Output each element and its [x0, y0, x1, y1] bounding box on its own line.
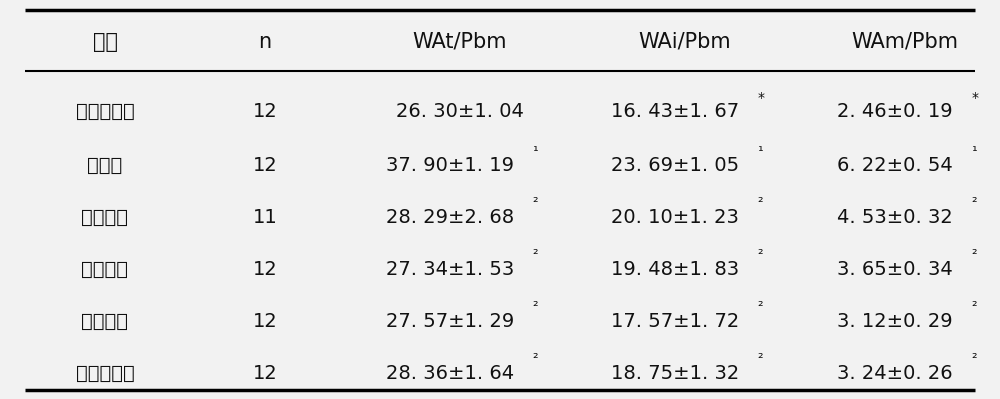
Text: *: * [757, 91, 764, 105]
Text: 地塞米松组: 地塞米松组 [76, 363, 134, 383]
Text: 3. 65±0. 34: 3. 65±0. 34 [837, 260, 953, 279]
Text: 28. 29±2. 68: 28. 29±2. 68 [386, 208, 514, 227]
Text: 27. 34±1. 53: 27. 34±1. 53 [386, 260, 514, 279]
Text: WAt/Pbm: WAt/Pbm [413, 32, 507, 52]
Text: ¹: ¹ [757, 144, 763, 159]
Text: 20. 10±1. 23: 20. 10±1. 23 [611, 208, 739, 227]
Text: 3. 24±0. 26: 3. 24±0. 26 [837, 363, 953, 383]
Text: 组别: 组别 [92, 32, 118, 52]
Text: ²: ² [757, 196, 763, 211]
Text: 6. 22±0. 54: 6. 22±0. 54 [837, 156, 953, 175]
Text: ²: ² [971, 352, 977, 366]
Text: 26. 30±1. 04: 26. 30±1. 04 [396, 102, 524, 121]
Text: ¹: ¹ [532, 144, 538, 159]
Text: 18. 75±1. 32: 18. 75±1. 32 [611, 363, 739, 383]
Text: *: * [971, 91, 978, 105]
Text: 中剂量组: 中剂量组 [82, 260, 128, 279]
Text: 16. 43±1. 67: 16. 43±1. 67 [611, 102, 739, 121]
Text: ²: ² [532, 352, 538, 366]
Text: WAm/Pbm: WAm/Pbm [852, 32, 958, 52]
Text: ²: ² [532, 248, 538, 263]
Text: 2. 46±0. 19: 2. 46±0. 19 [837, 102, 953, 121]
Text: 11: 11 [253, 208, 277, 227]
Text: 12: 12 [253, 260, 277, 279]
Text: ²: ² [757, 352, 763, 366]
Text: WAi/Pbm: WAi/Pbm [639, 32, 731, 52]
Text: ²: ² [757, 300, 763, 314]
Text: ²: ² [971, 196, 977, 211]
Text: 高剂量组: 高剂量组 [82, 312, 128, 331]
Text: 低剂量组: 低剂量组 [82, 208, 128, 227]
Text: 28. 36±1. 64: 28. 36±1. 64 [386, 363, 514, 383]
Text: ²: ² [757, 248, 763, 263]
Text: ²: ² [971, 300, 977, 314]
Text: 12: 12 [253, 312, 277, 331]
Text: 12: 12 [253, 102, 277, 121]
Text: 4. 53±0. 32: 4. 53±0. 32 [837, 208, 953, 227]
Text: 19. 48±1. 83: 19. 48±1. 83 [611, 260, 739, 279]
Text: 27. 57±1. 29: 27. 57±1. 29 [386, 312, 514, 331]
Text: 12: 12 [253, 156, 277, 175]
Text: 37. 90±1. 19: 37. 90±1. 19 [386, 156, 514, 175]
Text: 17. 57±1. 72: 17. 57±1. 72 [611, 312, 739, 331]
Text: n: n [258, 32, 272, 52]
Text: ²: ² [532, 300, 538, 314]
Text: ²: ² [971, 248, 977, 263]
Text: 阴性对照组: 阴性对照组 [76, 102, 134, 121]
Text: 3. 12±0. 29: 3. 12±0. 29 [837, 312, 953, 331]
Text: ²: ² [532, 196, 538, 211]
Text: 23. 69±1. 05: 23. 69±1. 05 [611, 156, 739, 175]
Text: ¹: ¹ [971, 144, 977, 159]
Text: 12: 12 [253, 363, 277, 383]
Text: 模型组: 模型组 [87, 156, 123, 175]
